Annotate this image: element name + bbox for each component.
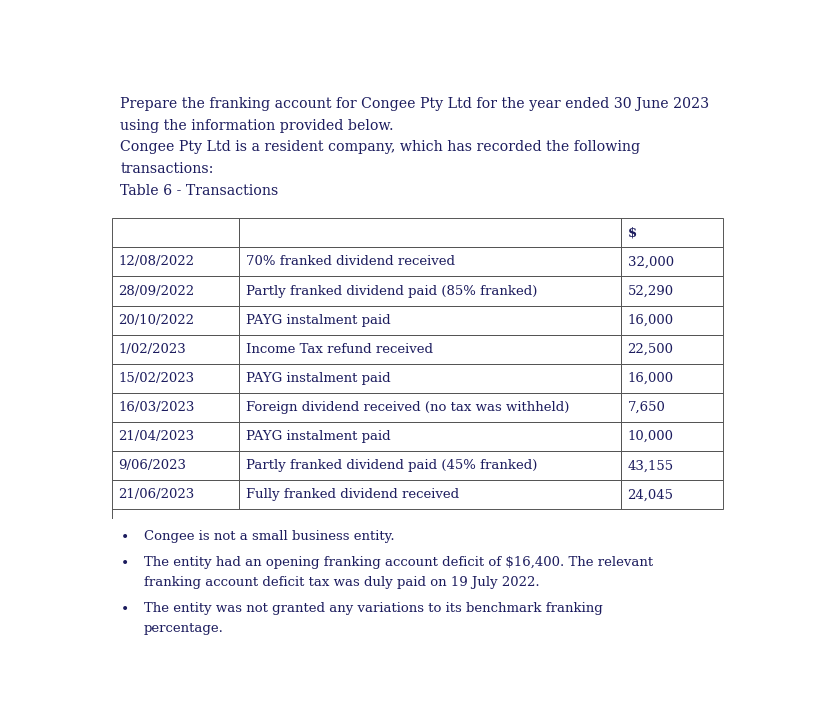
Text: Prepare the franking account for Congee Pty Ltd for the year ended 30 June 2023: Prepare the franking account for Congee … <box>121 97 709 111</box>
Bar <box>112 276 240 305</box>
Text: Congee Pty Ltd is a resident company, which has recorded the following: Congee Pty Ltd is a resident company, wh… <box>121 141 640 154</box>
Text: 70% franked dividend received: 70% franked dividend received <box>245 255 455 269</box>
Text: 10,000: 10,000 <box>627 430 673 443</box>
Text: 20/10/2022: 20/10/2022 <box>118 314 195 327</box>
Bar <box>240 276 621 305</box>
Text: 7,650: 7,650 <box>627 401 666 414</box>
Text: Congee is not a small business entity.: Congee is not a small business entity. <box>144 530 395 543</box>
Text: 16/03/2023: 16/03/2023 <box>118 401 195 414</box>
Text: 1/02/2023: 1/02/2023 <box>118 343 186 356</box>
Text: •: • <box>121 556 129 571</box>
Text: using the information provided below.: using the information provided below. <box>121 119 394 133</box>
Bar <box>240 305 621 334</box>
Text: 9/06/2023: 9/06/2023 <box>118 460 186 472</box>
Text: percentage.: percentage. <box>144 621 224 635</box>
Bar <box>621 334 723 364</box>
Text: •: • <box>121 530 129 544</box>
Bar <box>240 422 621 451</box>
Bar <box>621 393 723 422</box>
Bar <box>112 393 240 422</box>
Text: Partly franked dividend paid (85% franked): Partly franked dividend paid (85% franke… <box>245 284 537 298</box>
Bar <box>621 276 723 305</box>
Bar <box>112 305 240 334</box>
Text: 22,500: 22,500 <box>627 343 673 356</box>
Bar <box>240 393 621 422</box>
Bar <box>240 334 621 364</box>
Text: Foreign dividend received (no tax was withheld): Foreign dividend received (no tax was wi… <box>245 401 569 414</box>
Bar <box>621 218 723 247</box>
Bar <box>240 247 621 276</box>
Text: transactions:: transactions: <box>121 162 214 176</box>
Text: PAYG instalment paid: PAYG instalment paid <box>245 372 391 385</box>
Bar <box>240 451 621 480</box>
Bar <box>621 247 723 276</box>
Bar <box>112 480 240 510</box>
Text: 28/09/2022: 28/09/2022 <box>118 284 195 298</box>
Text: 21/06/2023: 21/06/2023 <box>118 489 195 501</box>
Bar <box>112 334 240 364</box>
Text: Table 6 - Transactions: Table 6 - Transactions <box>121 184 278 198</box>
Text: Partly franked dividend paid (45% franked): Partly franked dividend paid (45% franke… <box>245 460 537 472</box>
Text: PAYG instalment paid: PAYG instalment paid <box>245 314 391 327</box>
Text: Fully franked dividend received: Fully franked dividend received <box>245 489 459 501</box>
Text: The entity had an opening franking account deficit of $16,400. The relevant: The entity had an opening franking accou… <box>144 556 654 569</box>
Bar <box>112 422 240 451</box>
Text: 16,000: 16,000 <box>627 372 674 385</box>
Bar <box>240 218 621 247</box>
Text: PAYG instalment paid: PAYG instalment paid <box>245 430 391 443</box>
Text: 24,045: 24,045 <box>627 489 673 501</box>
Text: franking account deficit tax was duly paid on 19 July 2022.: franking account deficit tax was duly pa… <box>144 576 539 589</box>
Text: 52,290: 52,290 <box>627 284 674 298</box>
Text: $: $ <box>627 226 637 239</box>
Bar <box>621 305 723 334</box>
Text: 16,000: 16,000 <box>627 314 674 327</box>
Bar <box>621 364 723 393</box>
Text: 15/02/2023: 15/02/2023 <box>118 372 195 385</box>
Bar <box>621 451 723 480</box>
Text: 12/08/2022: 12/08/2022 <box>118 255 195 269</box>
Bar <box>621 422 723 451</box>
Bar <box>112 451 240 480</box>
Text: The entity was not granted any variations to its benchmark franking: The entity was not granted any variation… <box>144 602 603 615</box>
Text: 32,000: 32,000 <box>627 255 674 269</box>
Bar <box>112 247 240 276</box>
Bar <box>621 480 723 510</box>
Bar <box>240 480 621 510</box>
Bar <box>112 364 240 393</box>
Bar <box>240 364 621 393</box>
Text: 21/04/2023: 21/04/2023 <box>118 430 195 443</box>
Text: Income Tax refund received: Income Tax refund received <box>245 343 433 356</box>
Text: 43,155: 43,155 <box>627 460 674 472</box>
Text: •: • <box>121 602 129 616</box>
Bar <box>112 218 240 247</box>
